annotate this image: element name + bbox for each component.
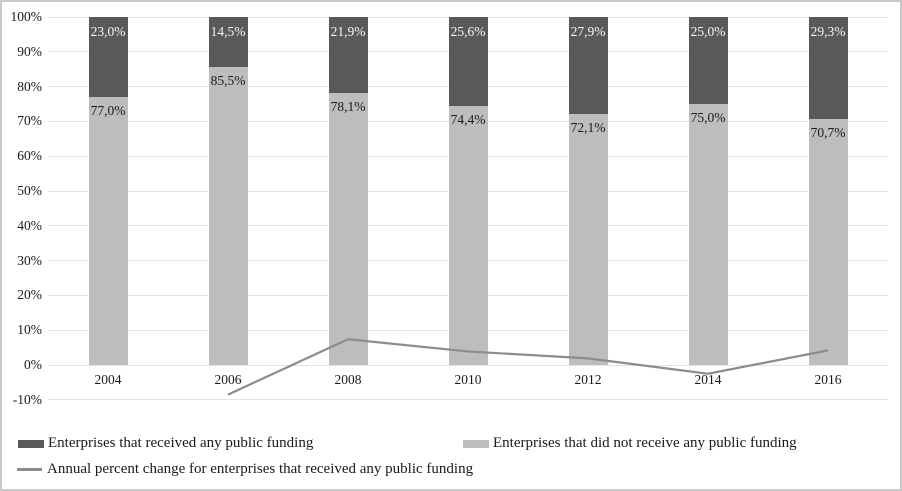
- bar-label-received: 25,0%: [690, 24, 726, 39]
- y-axis-tick-label: 10%: [17, 322, 42, 338]
- y-axis-tick-label: 0%: [24, 357, 42, 372]
- bar-segment-received: [448, 17, 488, 107]
- bar-segment-not-received: [448, 106, 488, 365]
- bar-segment-not-received: [88, 97, 128, 365]
- bar-label-received: 23,0%: [90, 24, 126, 39]
- bar-segment-received: [568, 17, 608, 115]
- bar-segment-not-received: [328, 93, 368, 365]
- y-axis-tick-label: 90%: [17, 43, 42, 59]
- x-axis-category-label: 2016: [814, 372, 842, 387]
- x-axis-category-label: 2010: [454, 372, 482, 387]
- legend-item-annual-change: Annual percent change for enterprises th…: [17, 461, 473, 478]
- y-axis-tick-label: 80%: [17, 78, 42, 94]
- bar-label-not-received: 75,0%: [690, 110, 726, 125]
- x-axis-category-label: 2008: [334, 372, 362, 387]
- bar-segment-received: [88, 17, 128, 98]
- bar-segment-not-received: [208, 67, 248, 365]
- bar-segment-not-received: [808, 118, 848, 365]
- legend-marker-not-received-swatch: [463, 439, 489, 448]
- bar-label-received: 25,6%: [450, 24, 486, 39]
- bar-segment-received: [688, 17, 728, 104]
- gridline: [48, 399, 888, 401]
- bar-label-received: 29,3%: [810, 24, 846, 39]
- bar-label-not-received: 78,1%: [330, 99, 366, 115]
- y-axis-tick-label: 60%: [17, 148, 42, 164]
- x-axis-category-label: 2006: [214, 372, 242, 387]
- legend-label-not-received: Enterprises that did not receive any pub…: [493, 435, 797, 451]
- bar-label-not-received: 77,0%: [90, 103, 126, 119]
- bar-segment-not-received: [568, 114, 608, 365]
- bar-label-received: 14,5%: [210, 24, 246, 39]
- y-axis-tick-label: 70%: [17, 113, 42, 129]
- bar-segment-not-received: [688, 104, 728, 365]
- bar-segment-received: [328, 17, 368, 94]
- x-axis-category-label: 2012: [574, 372, 602, 387]
- bar-label-received: 27,9%: [570, 24, 606, 39]
- legend-item-not-received: Enterprises that did not receive any pub…: [463, 435, 797, 452]
- legend-label-received: Enterprises that received any public fun…: [48, 435, 314, 451]
- x-axis-category-label: 2004: [94, 372, 122, 387]
- legend-marker-received-swatch: [18, 439, 44, 448]
- bar-label-not-received: 85,5%: [210, 73, 246, 89]
- bar-label-received: 21,9%: [330, 24, 366, 39]
- x-axis-category-label: 2014: [694, 372, 722, 387]
- bar-label-not-received: 70,7%: [810, 124, 846, 140]
- y-axis-tick-label: 50%: [17, 183, 42, 198]
- y-axis-tick-label: 100%: [10, 9, 43, 24]
- bar-label-not-received: 72,1%: [570, 120, 606, 136]
- bar-segment-received: [808, 17, 848, 119]
- y-axis-tick-label: 30%: [17, 252, 42, 268]
- y-axis-tick-label: 40%: [17, 217, 42, 233]
- legend-item-received: Enterprises that received any public fun…: [18, 435, 313, 452]
- bar-label-not-received: 74,4%: [450, 112, 486, 128]
- y-axis-tick-label: 20%: [17, 287, 42, 303]
- legend-label-annual-change: Annual percent change for enterprises th…: [47, 461, 474, 477]
- legend-marker-annual-change-line: [17, 468, 42, 471]
- bar-segment-received: [208, 17, 248, 68]
- y-axis-tick-label: -10%: [12, 391, 42, 407]
